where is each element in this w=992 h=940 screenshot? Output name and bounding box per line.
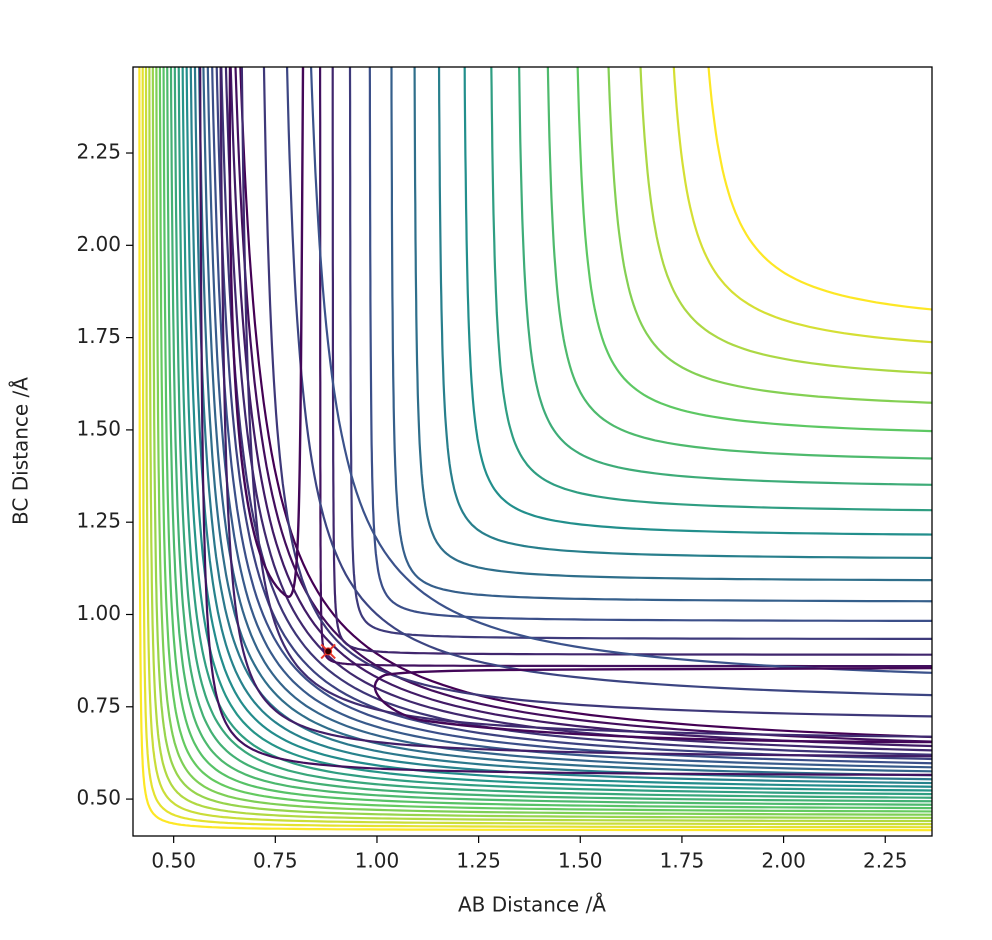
contour <box>189 67 932 785</box>
contour <box>309 67 932 674</box>
y-tick-label: 0.50 <box>76 786 121 810</box>
y-tick-label: 1.50 <box>76 416 121 440</box>
y-tick-label: 1.75 <box>76 324 121 348</box>
contour <box>185 67 932 788</box>
y-tick-label: 2.25 <box>76 140 121 164</box>
y-axis-label: BC Distance /Å <box>9 377 33 525</box>
contour <box>239 67 932 739</box>
contour <box>141 67 932 829</box>
contour <box>173 67 932 799</box>
contour <box>437 67 932 560</box>
contour <box>607 67 932 404</box>
contour <box>319 67 932 668</box>
y-tick-label: 0.75 <box>76 693 121 717</box>
x-tick-label: 2.00 <box>761 849 806 873</box>
contour <box>202 67 932 773</box>
y-tick-label: 1.25 <box>76 509 121 533</box>
contour <box>240 67 932 738</box>
contour <box>220 67 932 756</box>
contour <box>166 67 932 806</box>
contour <box>707 67 932 311</box>
minimum-marker <box>324 647 333 656</box>
contour <box>198 67 932 777</box>
y-tick-label: 1.00 <box>76 601 121 625</box>
contour <box>224 67 932 752</box>
contour <box>219 67 932 758</box>
contour <box>211 67 932 765</box>
x-tick-label: 1.00 <box>355 849 400 873</box>
contour <box>228 67 305 598</box>
contour <box>546 67 932 460</box>
contour <box>177 67 932 796</box>
contour <box>463 67 932 536</box>
contour-lines <box>138 67 932 832</box>
contour <box>144 67 932 826</box>
contour <box>215 67 932 761</box>
contour <box>181 67 932 792</box>
contour <box>229 67 932 748</box>
contour <box>390 67 932 603</box>
contour <box>576 67 932 433</box>
contour <box>639 67 932 375</box>
contour <box>348 67 932 640</box>
contour <box>148 67 932 823</box>
contour <box>193 67 932 781</box>
contour <box>199 67 932 776</box>
contour <box>413 67 932 582</box>
x-axis-label: AB Distance /Å <box>458 893 606 917</box>
contour <box>490 67 932 512</box>
contour <box>151 67 932 819</box>
x-tick-label: 1.50 <box>558 849 603 873</box>
contour <box>169 67 932 803</box>
contour <box>285 67 932 697</box>
contour <box>206 67 932 769</box>
contour <box>331 67 932 656</box>
x-tick-label: 0.75 <box>253 849 298 873</box>
contour <box>155 67 932 816</box>
contour <box>672 67 932 344</box>
y-tick-label: 2.00 <box>76 232 121 256</box>
contour <box>373 666 932 744</box>
contour <box>158 67 932 813</box>
contour <box>518 67 932 486</box>
x-tick-label: 0.50 <box>151 849 196 873</box>
contour <box>262 67 932 718</box>
x-tick-label: 1.75 <box>660 849 705 873</box>
contour <box>162 67 932 810</box>
plot-frame <box>132 66 933 837</box>
contour <box>138 67 932 832</box>
x-tick-label: 1.25 <box>456 849 501 873</box>
contour <box>368 67 932 622</box>
x-tick-label: 2.25 <box>863 849 908 873</box>
